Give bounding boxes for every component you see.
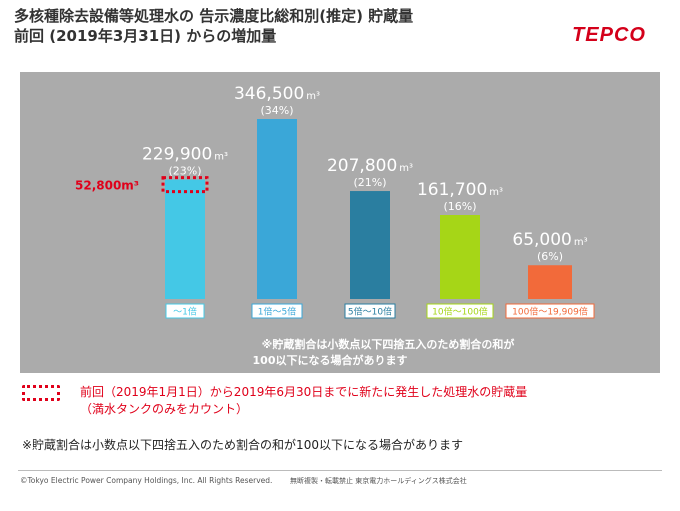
increase-highlight-box xyxy=(161,176,209,194)
value-label-1: 229,900 m³ xyxy=(142,145,228,165)
increase-legend-marker xyxy=(22,385,60,401)
increase-legend-text: 前回（2019年1月1日）から2019年6月30日までに新たに発生した処理水の貯… xyxy=(80,384,527,418)
bar-3 xyxy=(350,191,390,299)
category-label-4: 10倍～100倍 xyxy=(432,306,488,318)
inner-note-line-2: 100以下になる場合があります xyxy=(253,353,408,367)
rounding-note: ※貯蔵割合は小数点以下四捨五入のため割合の和が100以下になる場合があります xyxy=(22,438,463,452)
bar-4 xyxy=(440,215,480,299)
category-label-2: 1倍～5倍 xyxy=(258,306,296,318)
page-title: 多核種除去設備等処理水の 告示濃度比総和別(推定) 貯蔵量 前回 (2019年3… xyxy=(14,6,413,46)
footer-divider xyxy=(18,470,662,471)
bar-1 xyxy=(165,179,205,299)
category-box-3 xyxy=(344,303,396,319)
category-box-5 xyxy=(505,303,595,319)
value-label-5: 65,000 m³ xyxy=(512,230,587,250)
chart-panel xyxy=(20,72,660,373)
percent-label-4: (16%) xyxy=(443,200,476,213)
tepco-logo: TEPCO xyxy=(572,24,646,46)
category-box-1 xyxy=(165,303,205,319)
storage-bar-chart: 229,900 m³(23%) ～1倍 346,500 m³(34%) 1倍～5倍 207,… xyxy=(75,84,595,367)
category-box-4 xyxy=(426,303,494,319)
title-line-2: 前回 (2019年3月31日) からの増加量 xyxy=(14,27,277,45)
bar-2 xyxy=(257,119,297,299)
inner-note-line-1: ※貯蔵割合は小数点以下四捨五入のため割合の和が xyxy=(262,337,515,351)
legend-line-1: 前回（2019年1月1日）から2019年6月30日までに新たに発生した処理水の貯… xyxy=(80,385,528,399)
title-line-1: 多核種除去設備等処理水の 告示濃度比総和別(推定) 貯蔵量 xyxy=(14,7,414,25)
bar-5 xyxy=(528,265,572,299)
percent-label-3: (21%) xyxy=(353,176,386,189)
category-label-5: 100倍～19,909倍 xyxy=(512,306,588,318)
legend-line-2: （満水タンクのみをカウント） xyxy=(80,402,249,416)
value-label-4: 161,700 m³ xyxy=(417,180,503,200)
percent-label-1: (23%) xyxy=(168,165,201,178)
value-label-2: 346,500 m³ xyxy=(234,84,320,104)
footer-copyright: ©Tokyo Electric Power Company Holdings, … xyxy=(20,476,273,485)
category-label-1: ～1倍 xyxy=(173,306,197,318)
percent-label-5: (6%) xyxy=(537,250,563,263)
value-label-3: 207,800 m³ xyxy=(327,156,413,176)
increase-value-label: 52,800m³ xyxy=(75,179,139,193)
footer-notice: 無断複製・転載禁止 東京電力ホールディングス株式会社 xyxy=(290,477,467,485)
category-box-2 xyxy=(251,303,303,319)
percent-label-2: (34%) xyxy=(260,104,293,117)
category-label-3: 5倍～10倍 xyxy=(348,306,392,318)
